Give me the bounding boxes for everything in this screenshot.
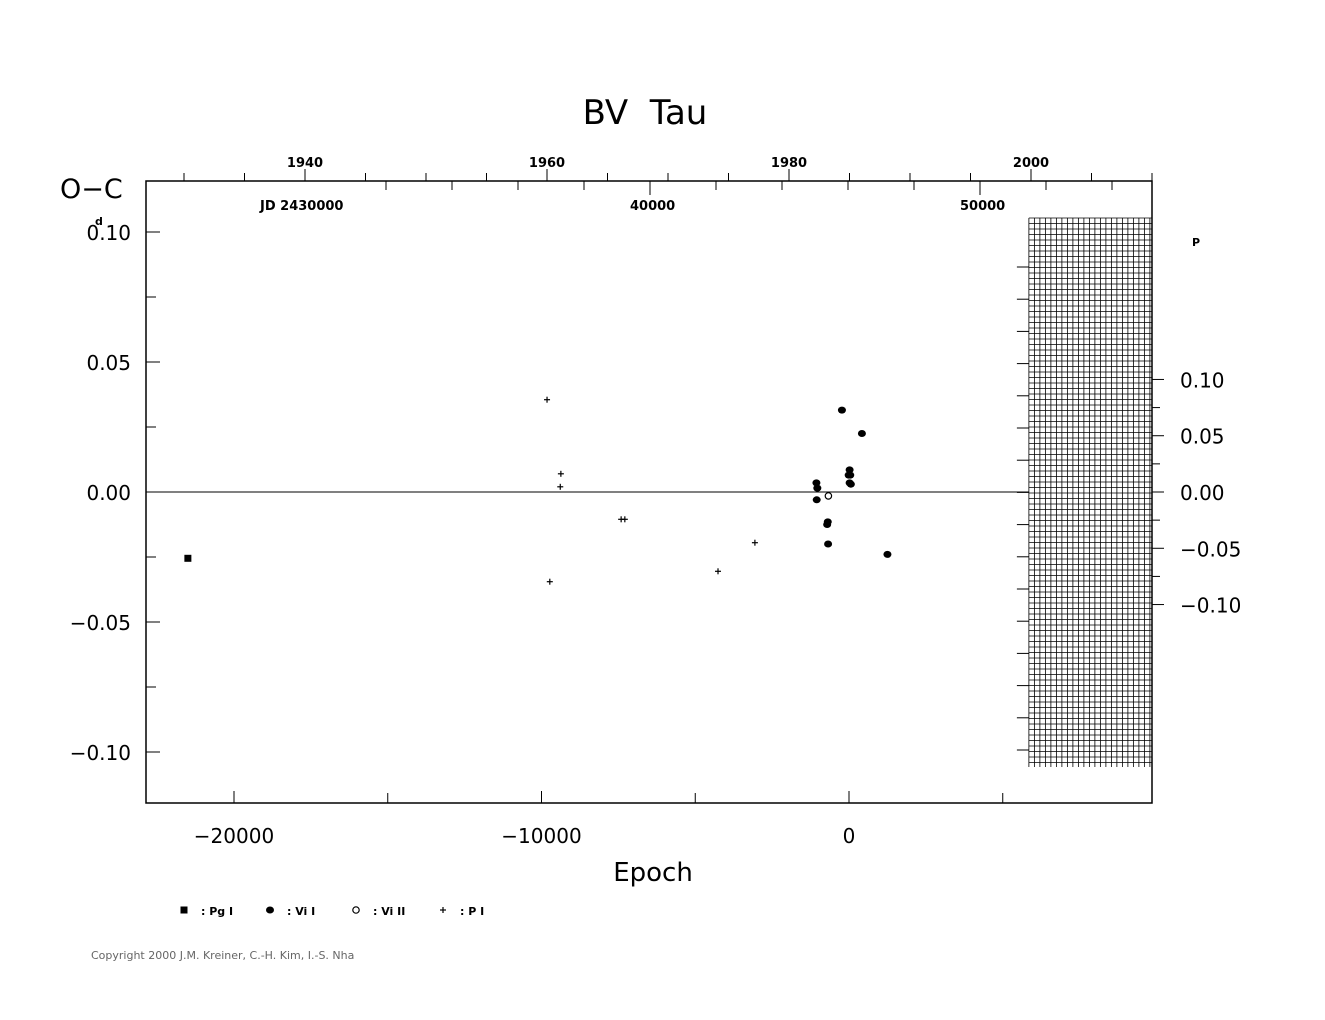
- legend-item: : Pg I: [180, 905, 233, 918]
- left-y-tick-label: −0.10: [70, 741, 131, 765]
- plus-marker: [546, 578, 553, 585]
- filled-circle-marker: [837, 406, 846, 414]
- left-y-tick-label: 0.05: [86, 351, 131, 375]
- y-unit-period: P: [1192, 236, 1200, 249]
- filled-circle-marker: [845, 466, 854, 474]
- tick-labels: 0.10 0.05 0.00 −0.05 −0.10 0.10 0.05 0.00 −0.05 −…: [70, 156, 1242, 848]
- year-tick-label: 1960: [529, 156, 565, 171]
- square-marker: [184, 554, 192, 562]
- bottom-x-tick-label: −20000: [194, 824, 274, 848]
- y-axis-label: O−C: [60, 174, 123, 205]
- future-epoch-grid: [1028, 217, 1152, 767]
- year-tick-label: 1940: [287, 156, 323, 171]
- filled-circle-marker: [812, 496, 821, 504]
- right-y-tick-label: 0.10: [1180, 368, 1225, 392]
- data-points: [184, 396, 892, 585]
- legend-label: : Vi II: [373, 905, 405, 918]
- filled-circle-marker: [813, 484, 822, 492]
- jd-prefix-label: JD 2430000: [259, 199, 343, 214]
- open-circle-marker: [824, 492, 833, 500]
- jd-tick-label: 40000: [630, 199, 675, 214]
- filled-circle-marker: [846, 471, 855, 479]
- filled-circle-marker: [823, 521, 832, 528]
- legend-item: : P I: [440, 905, 484, 918]
- left-y-tick-label: −0.05: [70, 611, 131, 635]
- legend-label: : Pg I: [201, 905, 233, 918]
- year-tick-label: 1980: [771, 156, 807, 171]
- right-y-tick-label: −0.05: [1180, 537, 1241, 561]
- chart-title: BV Tau: [583, 93, 708, 133]
- right-y-tick-label: 0.00: [1180, 481, 1225, 505]
- bottom-x-tick-label: −10000: [501, 824, 581, 848]
- right-y-tick-label: −0.10: [1180, 594, 1241, 618]
- plus-marker: [557, 470, 564, 477]
- legend-label: : Vi I: [287, 905, 315, 918]
- left-y-tick-label: 0.00: [86, 481, 131, 505]
- filled-circle-marker: [266, 906, 274, 914]
- plus-marker: [544, 396, 551, 403]
- filled-circle-marker: [846, 480, 855, 488]
- square-marker: [180, 906, 188, 914]
- y-unit-days: d: [95, 215, 103, 228]
- plus-marker: [715, 568, 722, 575]
- legend: : Pg I : Vi I : Vi II : P I: [180, 905, 484, 918]
- bottom-x-tick-label: 0: [843, 824, 856, 848]
- plus-marker: [751, 539, 758, 546]
- filled-circle-marker: [812, 479, 821, 487]
- right-y-tick-label: 0.05: [1180, 425, 1225, 449]
- year-tick-label: 2000: [1013, 156, 1049, 171]
- open-circle-marker: [352, 906, 360, 914]
- filled-circle-marker: [883, 550, 892, 558]
- plus-marker: [557, 483, 564, 490]
- plus-marker: [621, 516, 628, 523]
- filled-circle-marker: [824, 540, 833, 548]
- plot-frame: [145, 180, 1153, 804]
- left-y-tick-label: 0.10: [86, 221, 131, 245]
- axis-ticks: [146, 169, 1164, 803]
- legend-label: : P I: [460, 905, 484, 918]
- legend-item: : Vi II: [352, 905, 405, 918]
- legend-item: : Vi I: [266, 905, 315, 918]
- plus-marker: [440, 907, 446, 913]
- copyright-text: Copyright 2000 J.M. Kreiner, C.-H. Kim, …: [91, 949, 355, 962]
- x-axis-label: Epoch: [613, 858, 693, 888]
- filled-circle-marker: [857, 430, 866, 437]
- jd-tick-label: 50000: [960, 199, 1005, 214]
